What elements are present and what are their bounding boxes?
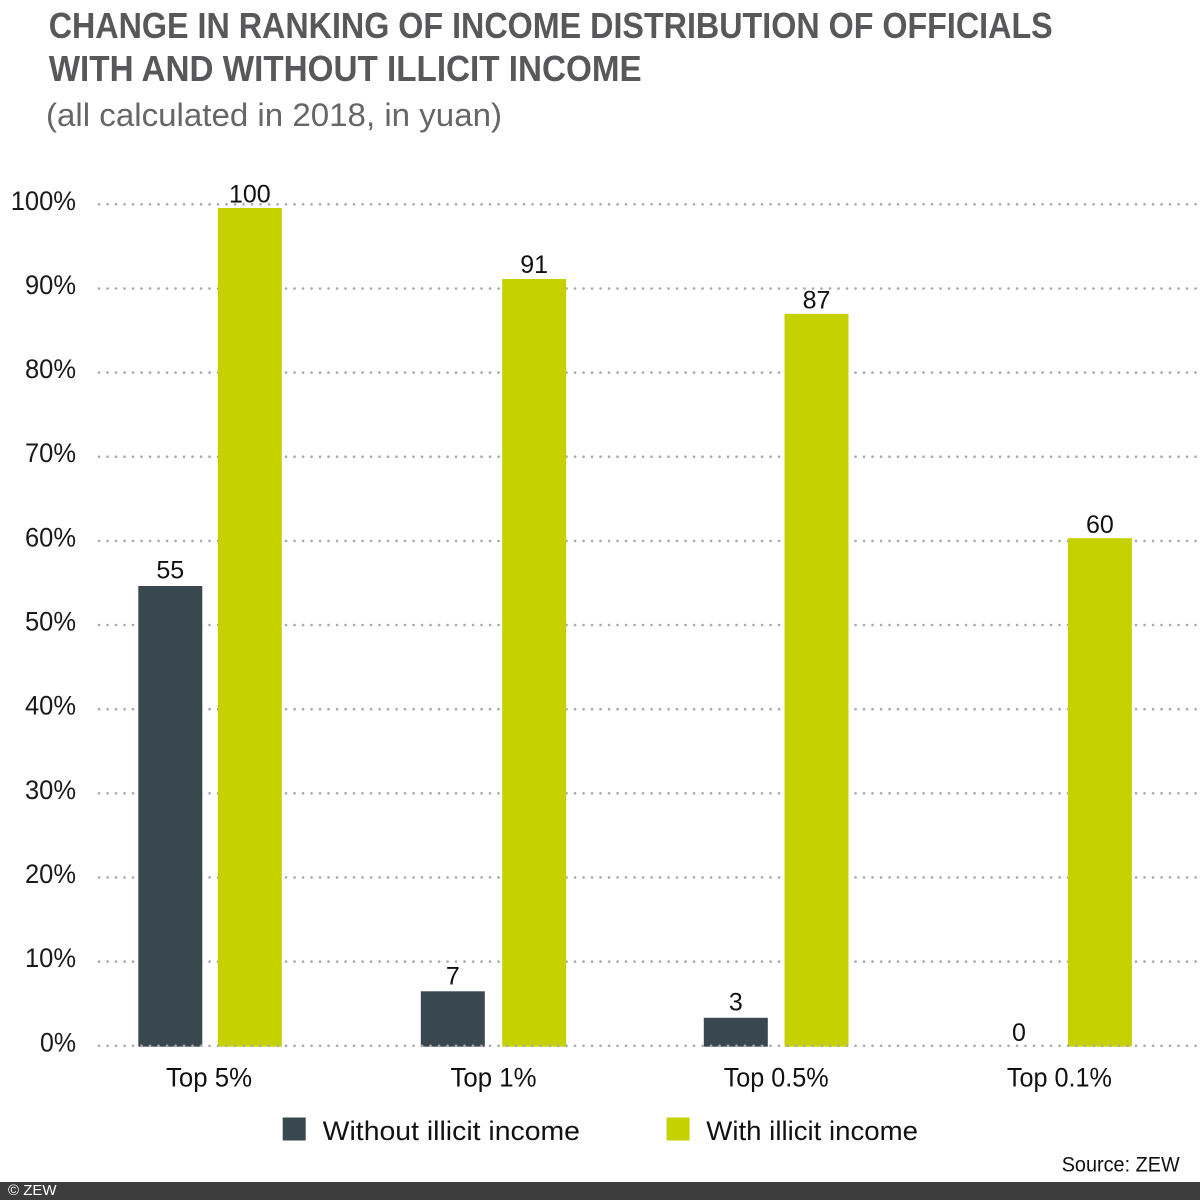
svg-text:91: 91: [520, 251, 548, 279]
svg-text:Top 0.5%: Top 0.5%: [724, 1063, 829, 1093]
svg-text:10%: 10%: [25, 943, 76, 973]
svg-text:Top 0.1%: Top 0.1%: [1007, 1063, 1112, 1093]
svg-text:30%: 30%: [25, 775, 76, 805]
svg-text:WITH AND WITHOUT ILLICIT INCOM: WITH AND WITHOUT ILLICIT INCOME: [49, 48, 642, 89]
svg-text:With illicit income: With illicit income: [706, 1116, 918, 1146]
svg-text:50%: 50%: [25, 607, 76, 637]
svg-text:20%: 20%: [25, 859, 76, 889]
svg-text:Source: ZEW: Source: ZEW: [1062, 1153, 1180, 1176]
svg-text:87: 87: [803, 287, 831, 315]
svg-text:3: 3: [729, 989, 743, 1017]
svg-text:70%: 70%: [25, 438, 76, 468]
svg-text:0%: 0%: [40, 1027, 76, 1057]
svg-text:55: 55: [156, 557, 184, 585]
svg-text:100: 100: [229, 181, 271, 209]
svg-text:(all calculated in 2018, in yu: (all calculated in 2018, in yuan): [46, 97, 502, 133]
svg-text:40%: 40%: [25, 691, 76, 721]
svg-text:60%: 60%: [25, 522, 76, 552]
svg-text:Without illicit income: Without illicit income: [323, 1116, 580, 1146]
svg-text:80%: 80%: [25, 354, 76, 384]
svg-text:CHANGE IN RANKING OF INCOME DI: CHANGE IN RANKING OF INCOME DISTRIBUTION…: [49, 5, 1053, 46]
svg-text:Top 5%: Top 5%: [166, 1063, 252, 1093]
svg-text:7: 7: [446, 963, 460, 991]
svg-text:Top 1%: Top 1%: [451, 1063, 537, 1093]
svg-text:90%: 90%: [25, 270, 76, 300]
svg-text:0: 0: [1012, 1019, 1026, 1047]
svg-text:60: 60: [1086, 511, 1114, 539]
svg-text:100%: 100%: [11, 186, 76, 216]
